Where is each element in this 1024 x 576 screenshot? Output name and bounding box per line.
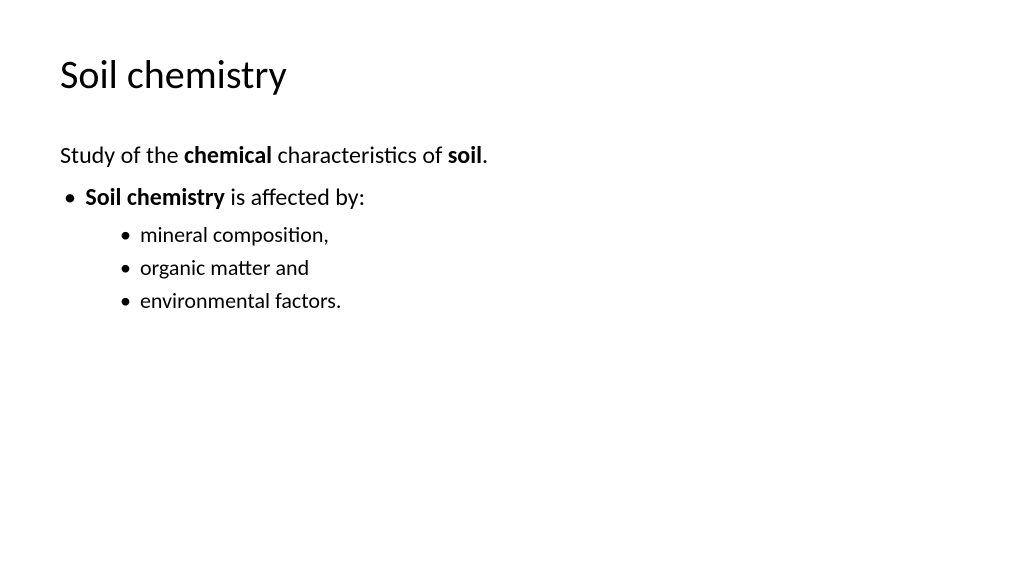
bullet1-bold: Soil chemistry xyxy=(85,183,225,212)
intro-line: Study of the chemical characteristics of… xyxy=(60,139,964,173)
slide-title: Soil chemistry xyxy=(60,50,964,99)
bullet1-rest: is affected by: xyxy=(225,183,365,212)
intro-bold1: chemical xyxy=(184,141,272,170)
intro-part2: characteristics of xyxy=(272,141,448,170)
bullet-level1: Soil chemistry is affected by: xyxy=(64,181,964,215)
intro-bold2: soil xyxy=(448,141,482,170)
sub-bullet-2: environmental factors. xyxy=(120,286,964,317)
sub-bullet-1: organic matter and xyxy=(120,253,964,284)
sub-bullet-0: mineral composition, xyxy=(120,220,964,251)
intro-part3: . xyxy=(482,141,488,170)
intro-part1: Study of the xyxy=(60,141,184,170)
